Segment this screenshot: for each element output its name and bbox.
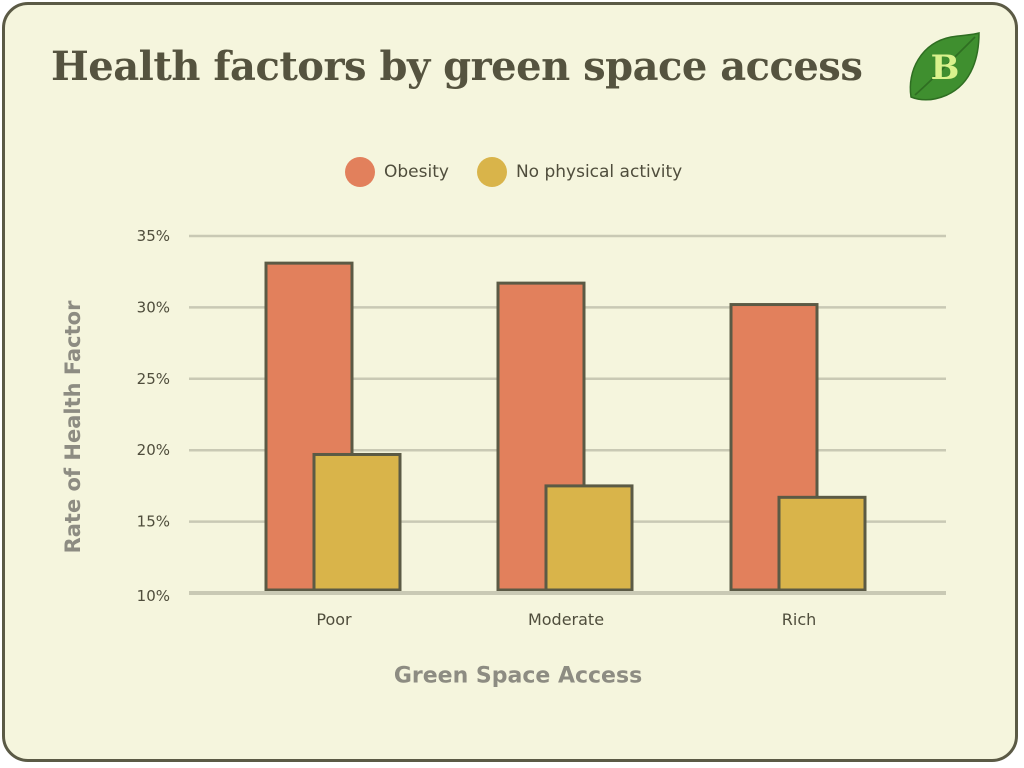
x-axis-title: Green Space Access [393, 663, 643, 689]
legend-item-no-physical-activity: No physical activity [476, 157, 683, 187]
logo-letter: B [931, 48, 960, 88]
legend-swatch-no-physical-activity [476, 157, 507, 187]
leaf-icon: B [909, 31, 980, 101]
y-tick-label: 10% [137, 587, 170, 605]
legend-swatch-obesity [345, 157, 375, 187]
legend-label-no-physical-activity: No physical activity [515, 162, 683, 182]
y-tick-label: 20% [137, 441, 170, 459]
x-tick-label: Rich [782, 610, 817, 629]
y-tick-label: 15% [137, 513, 170, 531]
bar-no-physical-activity [312, 452, 402, 592]
legend-item-obesity: Obesity [345, 157, 449, 187]
chart-title: Health factors by green space access [51, 43, 863, 90]
y-tick-label: 30% [137, 298, 170, 316]
bar-no-physical-activity [544, 484, 634, 592]
y-tick-label: 25% [137, 370, 170, 388]
y-axis-title: Rate of Health Factor [61, 300, 85, 554]
bar-no-physical-activity [777, 495, 867, 592]
legend-label-obesity: Obesity [384, 162, 449, 182]
y-tick-label: 35% [137, 227, 170, 245]
chart-legend: Obesity No physical activity [345, 157, 710, 187]
x-tick-label: Poor [316, 610, 352, 629]
x-tick-label: Moderate [528, 610, 604, 629]
